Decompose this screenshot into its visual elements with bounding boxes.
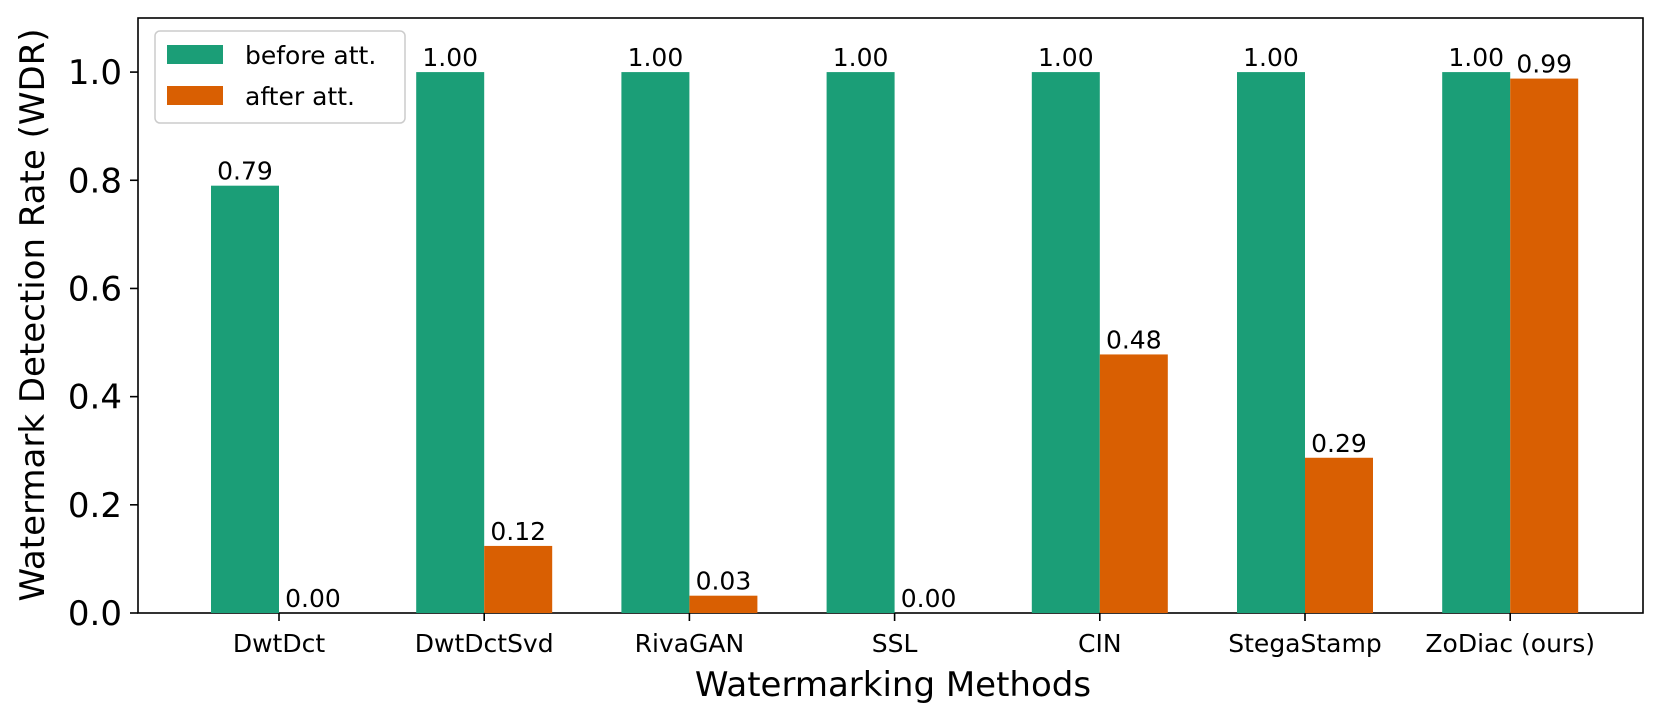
value-label-after-4: 0.48	[1106, 325, 1162, 354]
y-tick-label-4: 0.8	[68, 161, 122, 201]
bar-before-4	[1031, 72, 1100, 613]
x-tick-label-2: RivaGAN	[635, 629, 745, 658]
y-axis: 0.0 0.2 0.4 0.6 0.8 1.0	[68, 53, 138, 634]
value-label-after-6: 0.99	[1516, 50, 1572, 79]
legend-swatch-before	[167, 45, 223, 64]
value-label-before-2: 1.00	[628, 43, 684, 72]
x-tick-label-0: DwtDct	[233, 629, 325, 658]
x-tick-label-3: SSL	[872, 629, 918, 658]
legend: before att. after att.	[154, 30, 406, 124]
y-tick-label-1: 0.2	[68, 486, 122, 526]
bar-before-2	[621, 72, 690, 613]
y-tick-label-3: 0.6	[68, 269, 122, 309]
bars	[211, 72, 1579, 614]
x-axis: DwtDct DwtDctSvd RivaGAN SSL CIN StegaStamp Zo…	[233, 613, 1595, 658]
bar-before-0	[211, 185, 279, 613]
y-tick-label-0: 0.0	[68, 594, 122, 634]
bar-after-5	[1305, 457, 1373, 613]
bar-after-4	[1099, 354, 1168, 613]
value-label-before-1: 1.00	[422, 43, 478, 72]
bar-after-1	[484, 545, 553, 613]
bar-after-2	[689, 595, 758, 613]
value-label-after-3: 0.00	[901, 584, 957, 613]
x-tick-label-4: CIN	[1078, 629, 1122, 658]
bar-before-1	[416, 72, 485, 613]
value-label-after-2: 0.03	[696, 567, 752, 596]
value-label-before-6: 1.00	[1448, 43, 1504, 72]
x-tick-label-1: DwtDctSvd	[415, 629, 554, 658]
x-axis-title: Watermarking Methods	[695, 665, 1091, 705]
legend-label-before: before att.	[245, 41, 376, 70]
legend-swatch-after	[167, 86, 223, 105]
bar-before-3	[826, 72, 895, 613]
value-labels: 0.79 1.00 1.00 1.00 1.00 1.00 1.00 0.00 0.12 0.03…	[217, 43, 1572, 613]
x-tick-label-6: ZoDiac (ours)	[1425, 629, 1595, 658]
value-label-after-0: 0.00	[285, 584, 341, 613]
bar-after-6	[1510, 78, 1579, 614]
x-tick-label-5: StegaStamp	[1228, 629, 1381, 658]
bar-before-5	[1237, 72, 1305, 613]
y-tick-label-2: 0.4	[68, 378, 122, 418]
value-label-after-1: 0.12	[490, 517, 546, 546]
value-label-before-5: 1.00	[1243, 43, 1299, 72]
legend-label-after: after att.	[245, 82, 355, 111]
value-label-before-0: 0.79	[217, 157, 273, 186]
y-axis-title: Watermark Detection Rate (WDR)	[13, 28, 53, 601]
y-tick-label-5: 1.0	[68, 53, 122, 93]
bar-before-6	[1442, 72, 1511, 613]
value-label-before-3: 1.00	[833, 43, 889, 72]
value-label-after-5: 0.29	[1311, 429, 1367, 458]
value-label-before-4: 1.00	[1038, 43, 1094, 72]
